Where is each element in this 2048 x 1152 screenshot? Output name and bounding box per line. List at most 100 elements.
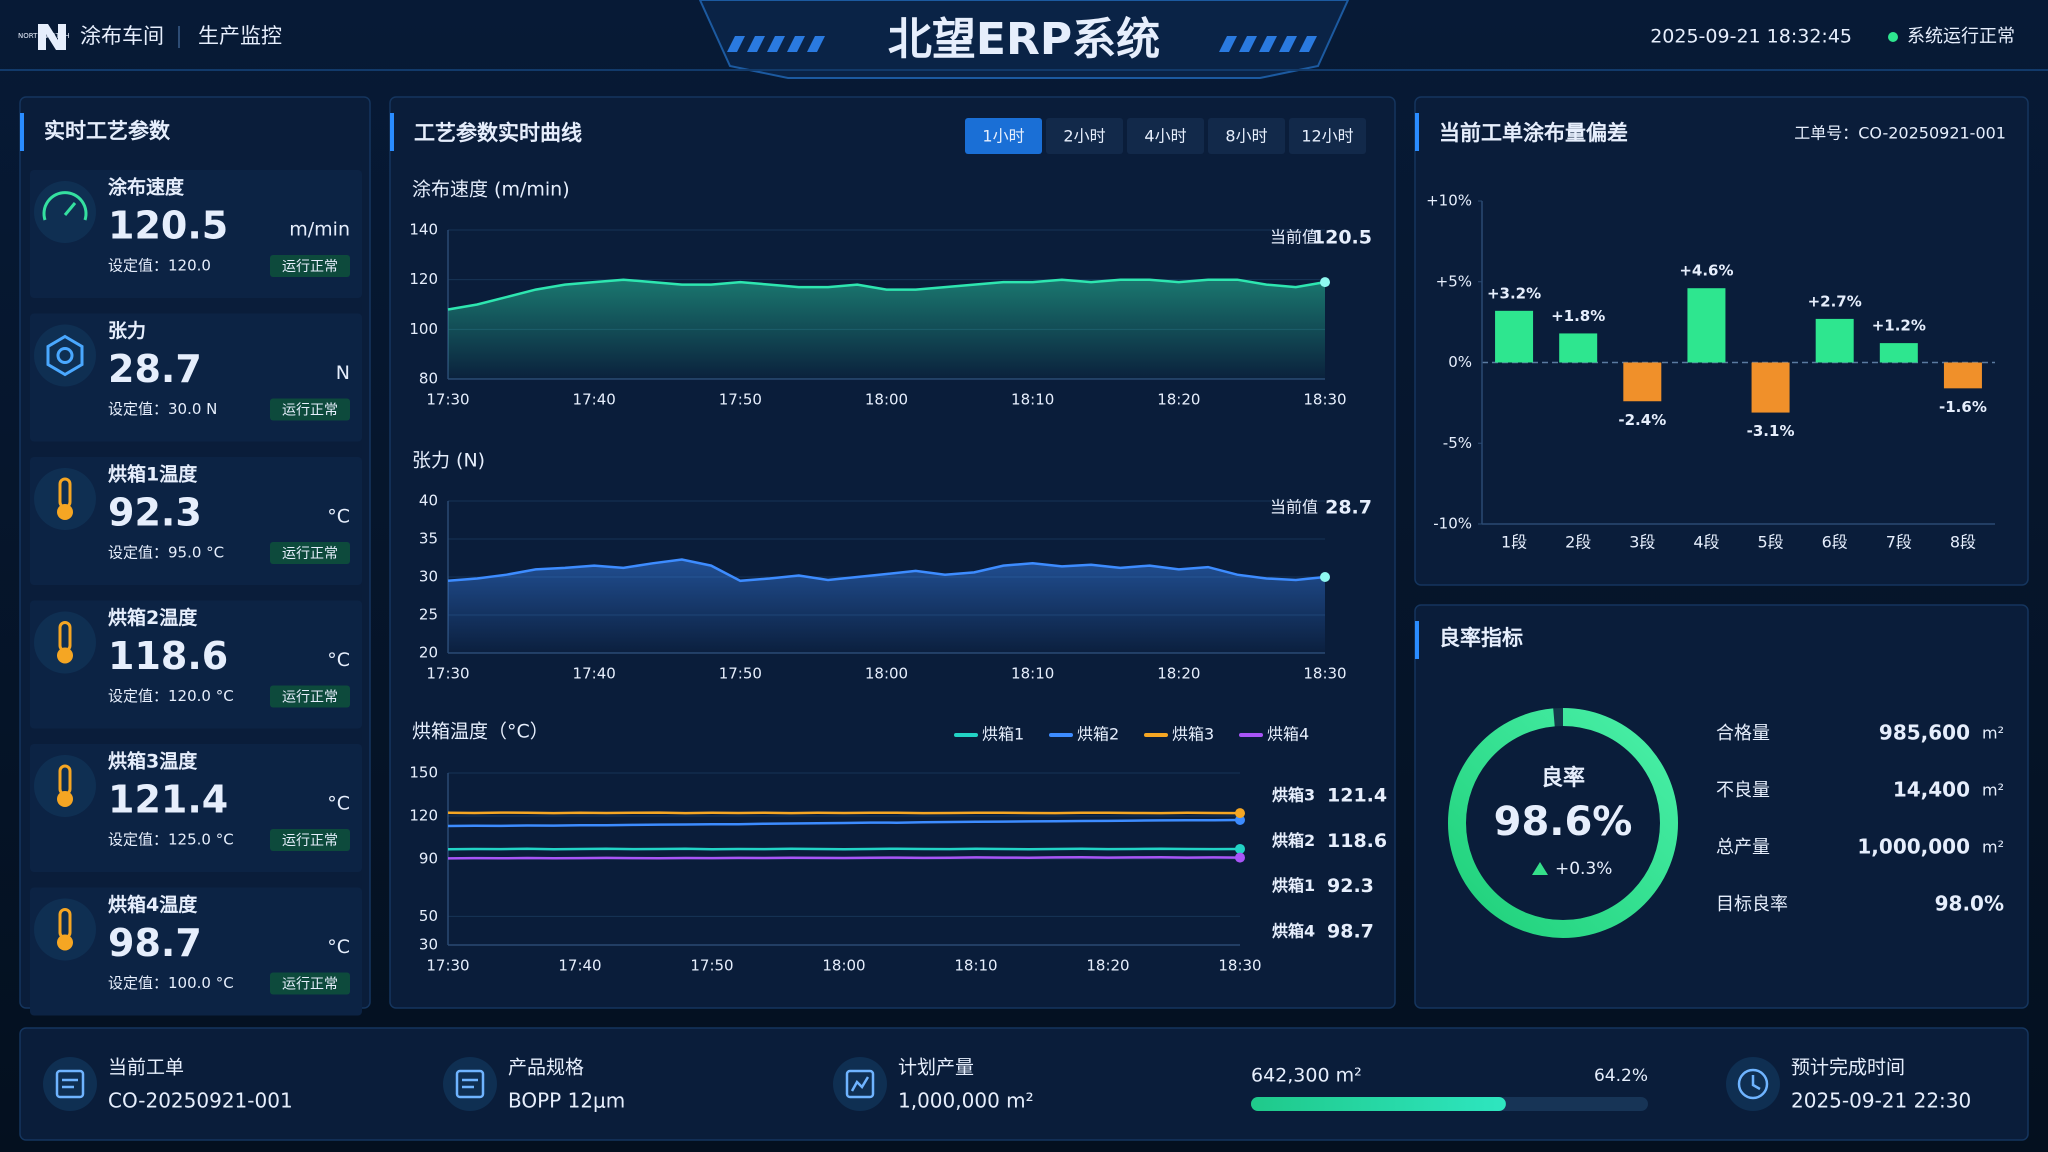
param-unit: °C (327, 793, 350, 815)
footer-icon-bg (43, 1057, 97, 1111)
line-end-dot (1235, 815, 1245, 826)
y-tick-label: 120 (409, 270, 438, 288)
panel (389, 96, 1396, 1009)
bar-value-label: +4.6% (1679, 262, 1733, 280)
x-tick-label: 17:50 (719, 391, 762, 409)
x-tick-label: 8段 (1950, 533, 1976, 552)
bar-value-label: +3.2% (1487, 284, 1541, 302)
line-end-dot (1320, 572, 1330, 582)
system-status: 系统运行正常 (1907, 26, 2015, 47)
stat-unit: m² (1982, 781, 2004, 800)
bar (1495, 310, 1534, 363)
status-badge (270, 398, 350, 421)
progress-done: 642,300 m² (1251, 1065, 1362, 1087)
param-name: 张力 (108, 319, 146, 342)
ring-label: 良率 (1541, 765, 1585, 791)
stat-value: 1,000,000 (1857, 835, 1970, 859)
time-tab[interactable] (1289, 118, 1366, 154)
footer-icon-bg (443, 1057, 497, 1111)
tension-icon (46, 334, 84, 377)
param-name: 烘箱4温度 (108, 893, 198, 916)
yield-delta: +0.3% (1555, 859, 1612, 879)
status-dot (1888, 32, 1898, 42)
x-tick-label: 18:20 (1157, 665, 1200, 683)
param-value: 92.3 (108, 491, 202, 535)
bar (1815, 318, 1854, 363)
stat-name: 目标良率 (1716, 894, 1788, 915)
y-tick-label: 140 (409, 221, 438, 239)
param-name: 涂布速度 (108, 176, 185, 199)
param-name: 烘箱2温度 (108, 606, 198, 629)
y-tick-label: -5% (1443, 434, 1472, 452)
y-tick-label: 0% (1448, 353, 1472, 371)
stat-unit: m² (1982, 838, 2004, 857)
time-tab[interactable] (965, 118, 1042, 154)
y-tick-label: 35 (419, 530, 438, 548)
progress-fill (1251, 1097, 1506, 1111)
yield-ring (1448, 708, 1678, 938)
series-name: 烘箱4 (1272, 921, 1315, 940)
footer-label: 当前工单 (108, 1057, 184, 1079)
y-tick-label: -10% (1433, 515, 1472, 533)
tension-icon-core (56, 347, 74, 364)
panel (1414, 604, 2029, 1009)
y-tick-label: +10% (1426, 192, 1472, 210)
x-tick-label: 18:00 (822, 957, 865, 975)
line (447, 278, 1326, 311)
panel-accent (1415, 113, 1419, 151)
thermo-bulb (57, 647, 73, 664)
gauge-icon (42, 191, 88, 221)
current-value: 28.7 (1325, 497, 1372, 519)
time-tab[interactable] (1127, 118, 1204, 154)
param-setpoint: 设定值：125.0 °C (108, 831, 234, 849)
y-tick-label: 50 (419, 907, 438, 925)
x-tick-label: 18:30 (1303, 665, 1346, 683)
line (447, 856, 1241, 860)
footer-value: 2025-09-21 22:30 (1791, 1089, 1971, 1113)
param-status: 运行正常 (282, 833, 338, 849)
time-tab-label[interactable]: 12小时 (1301, 127, 1353, 146)
panel-title: 工艺参数实时曲线 (414, 121, 582, 145)
series-current: 121.4 (1327, 785, 1387, 807)
breadcrumb: 生产监控 (198, 24, 282, 48)
param-status: 运行正常 (282, 403, 338, 419)
series-current: 118.6 (1327, 830, 1387, 852)
x-tick-label: 18:10 (954, 957, 997, 975)
time-tab-label[interactable]: 8小时 (1225, 127, 1267, 146)
x-tick-label: 17:40 (573, 391, 616, 409)
x-tick-label: 2段 (1565, 533, 1591, 552)
series-name: 烘箱2 (1272, 831, 1315, 850)
y-tick-label: 20 (419, 644, 438, 662)
y-tick-label: 30 (419, 568, 438, 586)
page-title: 北望ERP系统 (888, 14, 1160, 65)
time-tab-label[interactable]: 4小时 (1144, 127, 1186, 146)
time-tab-label[interactable]: 1小时 (982, 127, 1024, 146)
param-setpoint: 设定值：95.0 °C (108, 544, 224, 562)
stat-name: 合格量 (1716, 723, 1770, 744)
time-tab-label[interactable]: 2小时 (1063, 127, 1105, 146)
line (447, 847, 1241, 851)
x-tick-label: 7段 (1886, 533, 1912, 552)
x-tick-label: 17:50 (719, 665, 762, 683)
footer-panel (19, 1027, 2029, 1141)
bar-value-label: -1.6% (1939, 398, 1987, 416)
param-name: 烘箱3温度 (108, 750, 198, 773)
thermo-bulb (57, 934, 73, 951)
time-tab[interactable] (1208, 118, 1285, 154)
line-area (448, 279, 1325, 379)
x-tick-label: 3段 (1629, 533, 1655, 552)
param-setpoint: 设定值：120.0 °C (108, 687, 234, 705)
time-tab[interactable] (1046, 118, 1123, 154)
status-badge (270, 255, 350, 277)
title-stripes (727, 36, 1317, 52)
param-setpoint: 设定值：120.0 (108, 257, 211, 275)
panel-accent (390, 113, 394, 151)
chart-title: 烘箱温度（°C） (412, 721, 549, 743)
x-tick-label: 17:30 (426, 957, 469, 975)
series-name: 烘箱1 (1272, 876, 1315, 895)
line-area (448, 559, 1325, 653)
bar (1559, 333, 1598, 363)
bar (1751, 362, 1790, 413)
series-current: 92.3 (1327, 875, 1374, 897)
